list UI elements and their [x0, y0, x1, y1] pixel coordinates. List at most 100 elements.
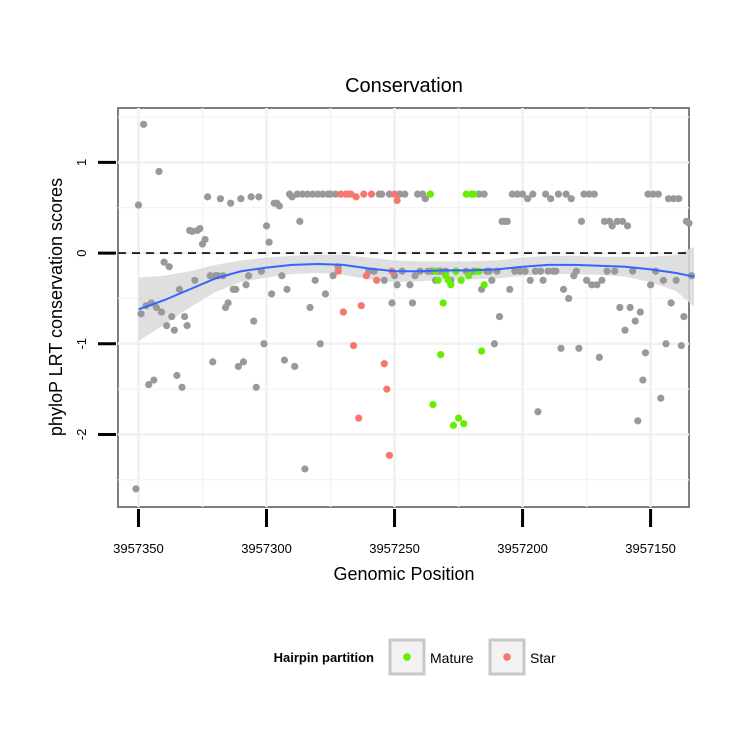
- point-other-11: [160, 258, 168, 266]
- point-other-18: [178, 383, 186, 391]
- point-other-170: [626, 303, 634, 312]
- point-other-29: [206, 272, 214, 280]
- point-other-173: [634, 417, 642, 425]
- point-other-40: [234, 362, 242, 371]
- point-Mature-1: [429, 400, 437, 409]
- point-other-182: [657, 394, 665, 402]
- point-other-72: [316, 340, 324, 348]
- point-other-33: [216, 195, 225, 203]
- point-Star-7: [352, 193, 360, 201]
- point-other-15: [170, 326, 178, 334]
- point-other-169: [623, 222, 632, 230]
- point-Mature-20: [477, 347, 486, 355]
- point-other-19: [180, 312, 189, 321]
- point-Star-1: [337, 190, 345, 198]
- legend-label-1: Star: [530, 650, 556, 666]
- point-Star-0: [334, 267, 342, 275]
- point-Mature-14: [462, 190, 470, 198]
- point-other-158: [595, 353, 603, 361]
- point-other-191: [680, 312, 688, 321]
- point-Star-19: [393, 196, 401, 205]
- x-axis-title: Genomic Position: [333, 564, 474, 584]
- y-axis-title: phyloP LRT conservation scores: [46, 178, 66, 436]
- point-Mature-15: [465, 272, 473, 280]
- point-other-77: [329, 272, 337, 280]
- point-Star-11: [362, 272, 370, 280]
- point-other-74: [321, 290, 330, 298]
- point-other-147: [567, 195, 575, 203]
- point-other-132: [529, 190, 537, 198]
- x-tick-label-2: 3957250: [369, 541, 420, 556]
- point-other-163: [608, 222, 616, 230]
- point-other-153: [582, 276, 591, 284]
- point-other-69: [309, 190, 317, 198]
- point-Mature-13: [460, 419, 468, 428]
- point-other-2: [137, 310, 145, 318]
- point-other-128: [518, 190, 527, 198]
- point-other-25: [196, 225, 204, 233]
- point-other-171: [629, 267, 637, 275]
- point-other-30: [209, 358, 217, 366]
- y-tick-label-0: 1: [74, 159, 89, 166]
- point-other-142: [554, 190, 563, 198]
- point-other-53: [268, 290, 276, 298]
- point-other-165: [613, 217, 621, 225]
- grid-lines: [118, 108, 689, 507]
- point-other-181: [654, 190, 662, 198]
- point-other-123: [506, 285, 514, 293]
- point-other-193: [685, 219, 693, 227]
- y-axis: 1 0 -1 -2: [74, 159, 116, 440]
- point-other-43: [242, 281, 250, 289]
- point-other-85: [385, 190, 394, 198]
- point-Mature-5: [439, 299, 447, 307]
- x-tick-label-1: 3957300: [241, 541, 292, 556]
- point-other-48: [255, 193, 263, 201]
- point-other-62: [291, 362, 299, 371]
- point-other-84: [380, 276, 388, 284]
- x-axis: 3957350 3957300 3957250 3957200 3957150: [113, 509, 676, 556]
- point-other-145: [562, 190, 570, 198]
- point-other-68: [306, 303, 314, 312]
- point-other-17: [175, 285, 184, 293]
- point-other-28: [204, 193, 212, 201]
- y-tick-label-1: 0: [74, 249, 89, 256]
- legend: Hairpin partition Mature Star: [274, 638, 556, 676]
- point-other-51: [262, 222, 271, 230]
- point-Star-9: [357, 302, 365, 310]
- point-other-122: [503, 217, 511, 225]
- point-Star-6: [349, 341, 358, 350]
- point-other-175: [639, 376, 647, 384]
- point-other-146: [565, 294, 573, 303]
- point-other-95: [413, 190, 422, 198]
- legend-title: Hairpin partition: [274, 650, 374, 665]
- point-other-174: [636, 308, 644, 316]
- point-other-57: [278, 272, 286, 280]
- point-other-188: [672, 276, 680, 284]
- point-other-70: [311, 276, 319, 284]
- point-other-172: [631, 317, 639, 325]
- point-other-42: [239, 358, 248, 366]
- point-other-67: [303, 190, 312, 198]
- point-Mature-11: [454, 414, 463, 422]
- point-other-73: [319, 190, 327, 198]
- point-other-116: [488, 276, 496, 284]
- point-other-168: [621, 326, 629, 334]
- point-Star-2: [339, 308, 347, 316]
- point-other-124: [508, 190, 516, 198]
- point-other-89: [396, 190, 404, 198]
- point-other-135: [536, 267, 545, 275]
- legend-label-0: Mature: [430, 650, 474, 666]
- point-other-157: [593, 281, 601, 289]
- point-other-5: [145, 380, 153, 389]
- point-other-184: [662, 340, 670, 348]
- point-other-152: [580, 190, 588, 198]
- point-other-164: [611, 267, 619, 275]
- point-other-66: [301, 465, 309, 473]
- point-Mature-3: [434, 276, 442, 284]
- point-other-0: [132, 485, 140, 493]
- point-other-141: [552, 267, 560, 275]
- point-other-59: [283, 285, 291, 293]
- point-other-125: [511, 267, 519, 275]
- point-other-13: [165, 263, 173, 271]
- point-Star-10: [360, 190, 368, 198]
